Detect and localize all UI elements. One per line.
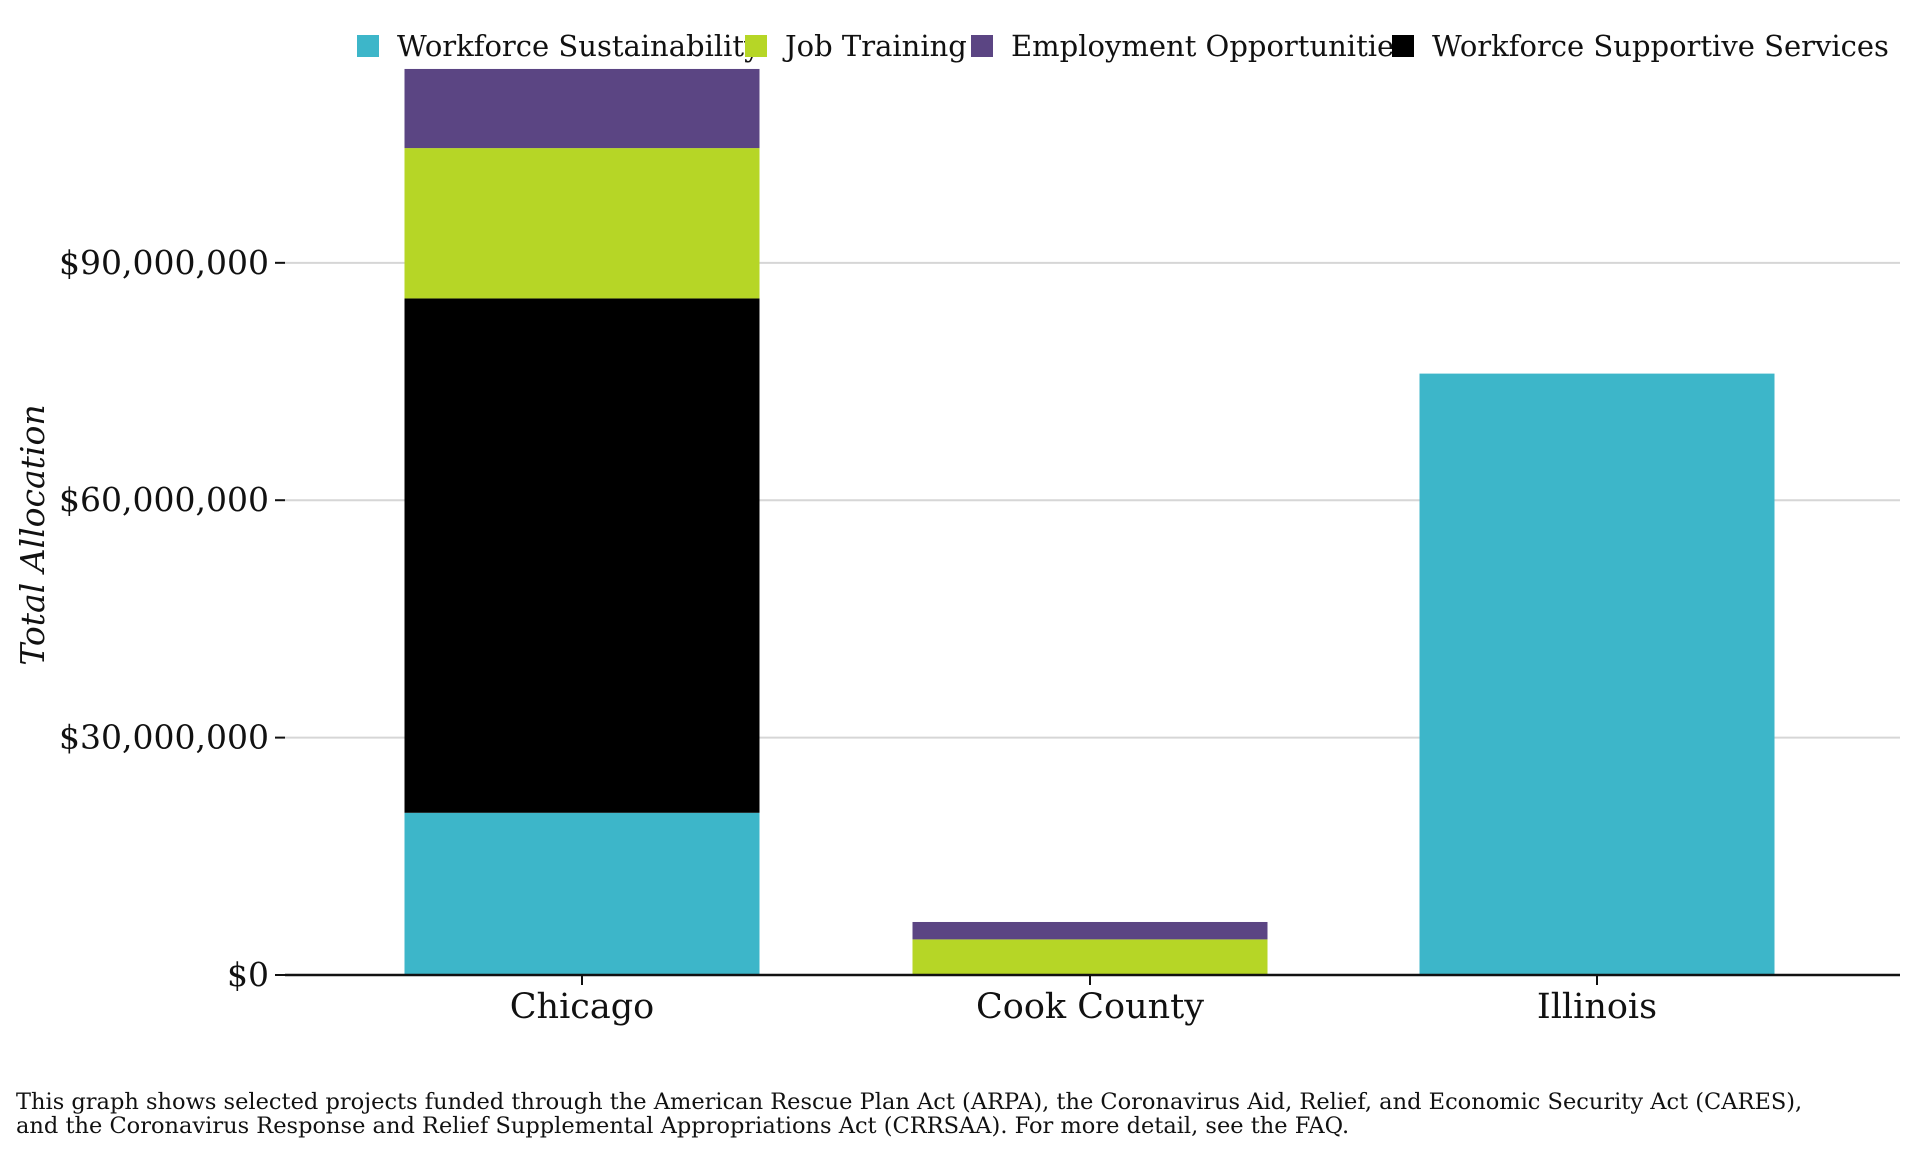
- x-tick-label: Cook County: [976, 987, 1204, 1027]
- legend-label: Workforce Supportive Services: [1432, 29, 1889, 63]
- bar-segment: [404, 68, 760, 149]
- bar-segment: [404, 148, 760, 299]
- bar-segment: [912, 939, 1268, 975]
- bar-segment: [1419, 373, 1775, 975]
- y-tick-label: $30,000,000: [59, 718, 269, 757]
- legend-swatch: [971, 35, 993, 57]
- y-tick-label: $0: [227, 955, 269, 994]
- legend-label: Workforce Sustainability: [397, 29, 761, 63]
- legend-label: Job Training: [782, 29, 967, 63]
- bar-segment: [404, 812, 760, 975]
- bar-segment: [912, 921, 1268, 940]
- footnote-line-2: and the Coronavirus Response and Relief …: [16, 1113, 1350, 1139]
- x-tick-label: Illinois: [1537, 987, 1657, 1027]
- bars: [404, 68, 1775, 975]
- bar-segment: [404, 298, 760, 813]
- legend-swatch: [1392, 35, 1414, 57]
- x-tick-label: Chicago: [510, 987, 654, 1027]
- legend-label: Employment Opportunities: [1011, 29, 1409, 63]
- footnote-line-1: This graph shows selected projects funde…: [16, 1089, 1803, 1115]
- y-axis-title: Total Allocation: [13, 404, 52, 665]
- x-axis-ticks: Chicago Cook County Illinois: [510, 975, 1657, 1027]
- y-axis-ticks: $0 $30,000,000 $60,000,000 $90,000,000: [59, 243, 285, 994]
- footnote: This graph shows selected projects funde…: [16, 1090, 1896, 1138]
- y-tick-label: $90,000,000: [59, 243, 269, 282]
- legend: Workforce Sustainability Job Training Empl…: [357, 29, 1889, 63]
- y-tick-label: $60,000,000: [59, 480, 269, 519]
- legend-swatch: [745, 35, 767, 57]
- legend-swatch: [357, 35, 379, 57]
